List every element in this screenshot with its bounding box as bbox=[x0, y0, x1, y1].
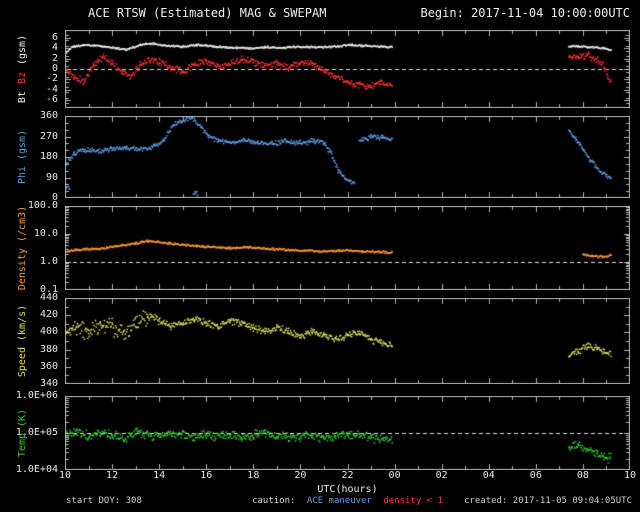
axis-title-part: (gsm) bbox=[17, 34, 28, 66]
start-doy-label: start DOY: 308 bbox=[66, 496, 142, 506]
y-tick-label: -6 bbox=[45, 94, 58, 106]
y-tick-label: 90 bbox=[45, 171, 58, 183]
caution-label: caution: bbox=[252, 496, 296, 506]
y-tick-label: 4 bbox=[51, 42, 58, 54]
axis-title-speed: Speed (km/s) bbox=[17, 304, 28, 378]
y-tick-label: 1.0E+06 bbox=[15, 390, 58, 401]
panel-speed-canvas bbox=[65, 298, 630, 384]
created-timestamp: created: 2017-11-05 09:04:05UTC bbox=[464, 496, 632, 506]
y-tick-label: 180 bbox=[39, 151, 58, 162]
x-tick-label: 04 bbox=[482, 470, 495, 481]
x-tick-label: 06 bbox=[529, 470, 542, 481]
x-tick-label: 00 bbox=[388, 470, 401, 481]
panel-temp-canvas bbox=[65, 396, 630, 470]
x-axis-label: UTC(hours) bbox=[317, 484, 378, 495]
begin-timestamp: Begin: 2017-11-04 10:00:00UTC bbox=[420, 6, 630, 20]
x-tick-label: 14 bbox=[153, 470, 166, 481]
y-tick-label: 0 bbox=[51, 192, 58, 203]
y-tick-label: 0.1 bbox=[39, 284, 58, 295]
y-tick-label: 360 bbox=[39, 110, 58, 121]
x-tick-label: 08 bbox=[576, 470, 589, 481]
caution-density: density < 1 bbox=[383, 496, 443, 506]
x-tick-label: 18 bbox=[247, 470, 260, 481]
y-tick-label: 1.0E+04 bbox=[15, 464, 58, 475]
x-tick-label: 02 bbox=[435, 470, 448, 481]
y-tick-label: 360 bbox=[39, 360, 58, 372]
y-tick-label: 270 bbox=[39, 130, 58, 142]
y-tick-label: 420 bbox=[39, 309, 58, 321]
y-tick-label: 1.0 bbox=[39, 256, 58, 267]
axis-title-part: Bz bbox=[17, 72, 28, 85]
y-tick-label: -2 bbox=[45, 73, 58, 85]
axis-title-density: Density (/cm3) bbox=[17, 205, 28, 291]
y-tick-label: 0 bbox=[51, 63, 58, 74]
y-tick-label: 1.0E+05 bbox=[15, 427, 58, 438]
x-tick-label: 22 bbox=[341, 470, 354, 481]
x-tick-label: 16 bbox=[200, 470, 213, 481]
axis-title-part: Speed (km/s) bbox=[17, 304, 28, 378]
caution-note: caution: ACE maneuver density < 1 bbox=[65, 496, 630, 506]
y-tick-label: 10.0 bbox=[33, 228, 58, 239]
plot-title: ACE RTSW (Estimated) MAG & SWEPAM bbox=[88, 6, 327, 20]
axis-title-temp: Temp (K) bbox=[17, 408, 28, 458]
axis-title-phi: Phi (gsm) bbox=[17, 129, 28, 185]
panel-bt-bz-canvas bbox=[65, 30, 630, 108]
y-tick-label: 6 bbox=[51, 31, 58, 43]
axis-title-part: Bt bbox=[17, 91, 28, 104]
axis-title-part: Temp (K) bbox=[17, 408, 28, 458]
x-tick-label: 10 bbox=[623, 470, 637, 481]
y-tick-label: 400 bbox=[39, 326, 58, 338]
axis-title-part: Phi (gsm) bbox=[17, 129, 28, 185]
y-tick-label: 100.0 bbox=[27, 200, 58, 211]
y-tick-label: 2 bbox=[51, 52, 58, 64]
panel-density-canvas bbox=[65, 206, 630, 290]
caution-maneuver: ACE maneuver bbox=[306, 496, 372, 506]
x-tick-label: 12 bbox=[106, 470, 119, 481]
y-tick-label: -4 bbox=[45, 83, 58, 95]
axis-title-bt-bz: Bt Bz (gsm) bbox=[17, 34, 28, 104]
y-tick-label: 380 bbox=[39, 343, 58, 355]
panel-phi-canvas bbox=[65, 116, 630, 198]
y-tick-label: 340 bbox=[39, 378, 58, 389]
x-tick-label: 10 bbox=[58, 470, 72, 481]
y-tick-label: 440 bbox=[39, 292, 58, 303]
axis-title-part: Density (/cm3) bbox=[17, 205, 28, 291]
x-tick-label: 20 bbox=[294, 470, 307, 481]
